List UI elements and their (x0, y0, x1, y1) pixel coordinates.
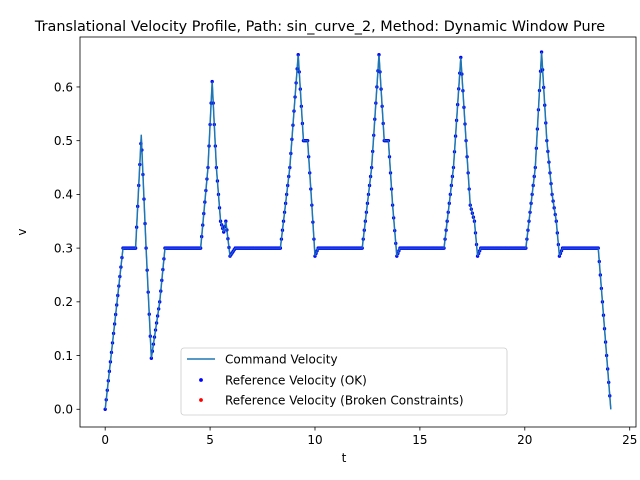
plot-area (79, 36, 637, 428)
x-tick-label: 10 (307, 433, 322, 447)
y-tick-label: 0.0 (54, 403, 73, 417)
legend-label-reference-ok: Reference Velocity (OK) (225, 374, 367, 388)
x-axis: 0 5 10 15 20 25 (101, 427, 637, 447)
command-velocity-line-overlay (104, 52, 612, 410)
chart-title: Translational Velocity Profile, Path: si… (34, 19, 605, 35)
x-axis-label: t (342, 451, 347, 465)
x-tick-label: 20 (517, 433, 532, 447)
y-tick-label: 0.6 (54, 80, 73, 94)
x-tick-label: 25 (622, 433, 637, 447)
x-tick-label: 15 (412, 433, 427, 447)
x-tick-label: 0 (101, 433, 109, 447)
legend-label-reference-broken: Reference Velocity (Broken Constraints) (225, 394, 464, 408)
y-axis-label: v (15, 228, 29, 235)
y-axis: 0.0 0.1 0.2 0.3 0.4 0.5 0.6 (54, 80, 80, 417)
y-tick-label: 0.2 (54, 295, 73, 309)
plot-frame (79, 36, 637, 428)
legend: Command Velocity Reference Velocity (OK)… (180, 347, 508, 416)
data-layer (103, 50, 612, 411)
y-tick-label: 0.1 (54, 349, 73, 363)
y-tick-label: 0.4 (54, 188, 73, 202)
y-tick-label: 0.3 (54, 241, 73, 255)
y-tick-label: 0.5 (54, 134, 73, 148)
x-tick-label: 5 (206, 433, 214, 447)
legend-label-command: Command Velocity (225, 353, 338, 367)
legend-swatch-reference-broken (199, 398, 203, 402)
legend-frame (180, 347, 508, 416)
legend-swatch-reference-ok (199, 378, 203, 382)
